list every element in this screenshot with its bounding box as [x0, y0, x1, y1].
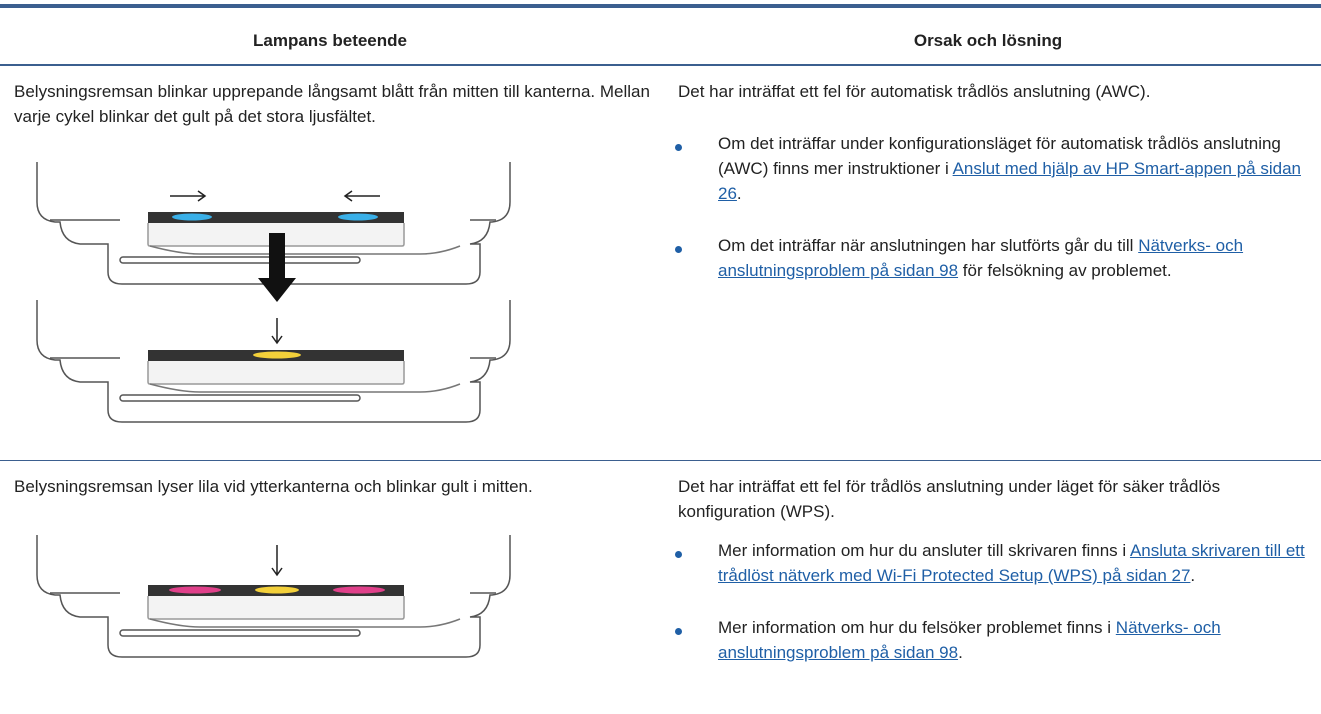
link[interactable]: Anslut med hjälp av HP Smart-appen på si… — [718, 159, 1301, 203]
bullet-text: Om det inträffar under konfigurationsläg… — [718, 131, 1308, 206]
bullet-text: Mer information om hur du ansluter till … — [718, 538, 1308, 588]
text: Om det inträffar när anslutningen har sl… — [718, 236, 1139, 255]
printer-illustration — [36, 534, 511, 658]
cause-text: Det har inträffat ett fel för automatisk… — [678, 82, 1151, 101]
row-rule — [0, 460, 1321, 461]
link[interactable]: Nätverks- och anslutningsproblem på sida… — [718, 236, 1244, 280]
bullet — [675, 628, 682, 635]
top-rule — [0, 4, 1321, 8]
link[interactable]: Ansluta skrivaren till ett trådlöst nätv… — [718, 541, 1305, 585]
bullet-text: Mer information om hur du felsöker probl… — [718, 615, 1308, 665]
header-cell: Orsak och lösning — [913, 31, 1063, 50]
text: . — [958, 643, 963, 662]
bullet-text: Om det inträffar när anslutningen har sl… — [718, 233, 1308, 283]
bullet — [675, 246, 682, 253]
text: . — [736, 184, 742, 203]
illustrations — [36, 161, 511, 658]
bullet — [675, 551, 682, 558]
bullet — [675, 144, 682, 151]
text: . — [1190, 566, 1196, 585]
header-rule — [0, 64, 1321, 66]
behavior-text: Belysningsremsan blinkar upprepande lång… — [14, 82, 650, 126]
header-cell: Lampans beteende — [253, 31, 407, 50]
cause-text: Det har inträffat ett fel för trådlös an… — [678, 477, 1221, 521]
behavior-text: Belysningsremsan lyser lila vid ytterkan… — [14, 477, 533, 496]
link[interactable]: Nätverks- och anslutningsproblem på sida… — [718, 618, 1221, 662]
text: Mer information om hur du felsöker probl… — [718, 618, 1116, 637]
text: för felsökning av problemet. — [958, 261, 1172, 280]
text: Mer information om hur du ansluter till … — [718, 541, 1130, 560]
text: Om det inträffar under konfigurationsläg… — [718, 134, 1281, 178]
printer-illustration — [36, 161, 511, 423]
